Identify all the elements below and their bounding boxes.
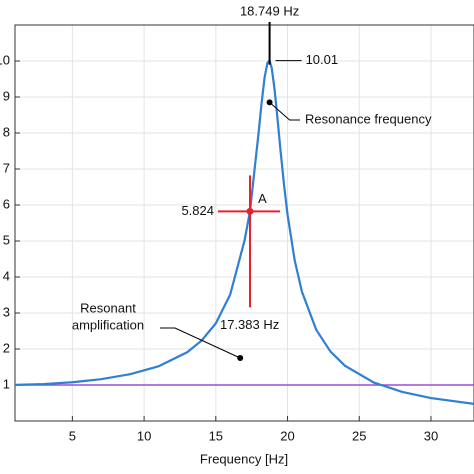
y-tick-label: 3 xyxy=(3,304,10,319)
y-tick-label: 2 xyxy=(3,340,10,355)
y-tick-label: 7 xyxy=(3,160,10,175)
y-tick-label: 1 xyxy=(3,376,10,391)
point-frequency-label: 17.383 Hz xyxy=(220,317,279,332)
point-value-label: 5.824 xyxy=(181,203,214,218)
y-tick-label: 6 xyxy=(3,196,10,211)
point-dot xyxy=(246,207,254,215)
marker-label: Resonance frequency xyxy=(305,111,432,126)
marker-label: amplification xyxy=(72,317,144,332)
response-curve xyxy=(14,58,474,405)
peak-frequency-label: 18.749 Hz xyxy=(240,3,299,18)
x-tick-label: 15 xyxy=(209,428,223,443)
x-tick-label: 10 xyxy=(137,428,151,443)
x-tick-label: 20 xyxy=(280,428,294,443)
x-tick-label: 30 xyxy=(424,428,438,443)
marker-leader xyxy=(160,327,241,359)
y-tick-label: 5 xyxy=(3,232,10,247)
y-tick-label: 8 xyxy=(3,124,10,139)
plot-frame xyxy=(14,24,474,422)
y-tick-label: 4 xyxy=(3,268,10,283)
x-tick-label: 25 xyxy=(352,428,366,443)
y-tick-label: 10 xyxy=(0,52,10,67)
y-tick-label: 9 xyxy=(3,88,10,103)
peak-value-label: 10.01 xyxy=(306,52,339,67)
x-axis-label: Frequency [Hz] xyxy=(200,451,288,466)
point-label: A xyxy=(258,191,267,206)
marker-label: Resonant xyxy=(80,300,136,315)
x-tick-label: 5 xyxy=(69,428,76,443)
marker-leader xyxy=(269,102,300,121)
